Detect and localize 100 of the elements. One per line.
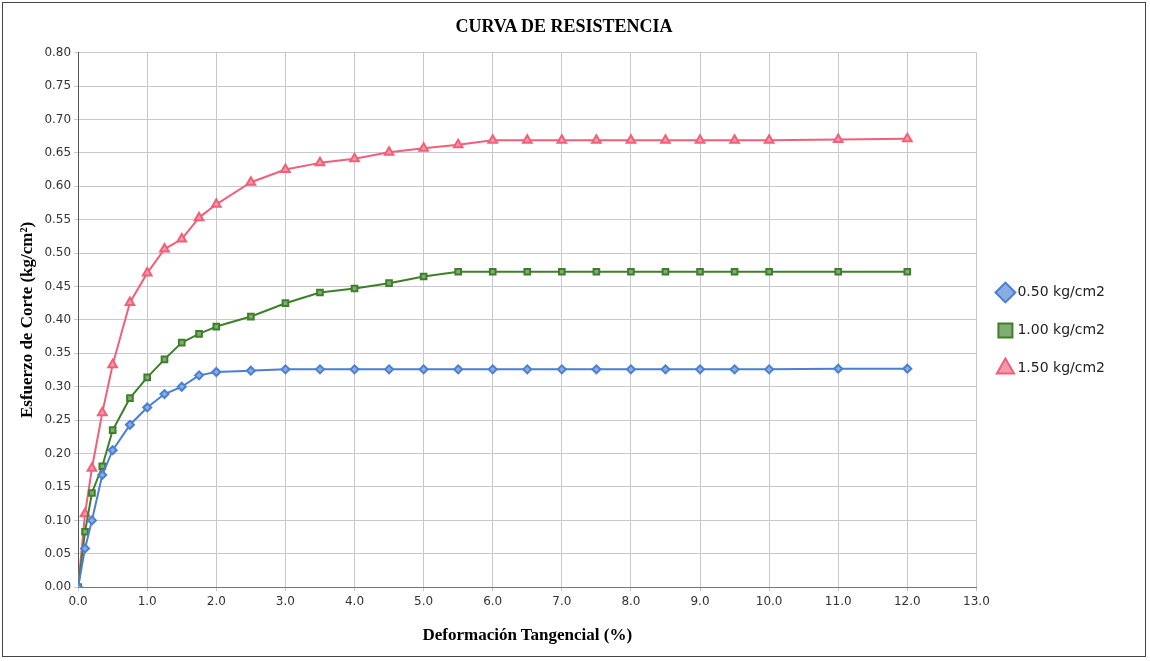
point — [385, 279, 393, 287]
point — [833, 363, 844, 374]
y-tick-label: 0.55 — [44, 211, 72, 226]
point — [124, 296, 136, 307]
x-tick-label: 3.0 — [275, 593, 295, 608]
point — [694, 134, 706, 144]
point — [160, 355, 169, 364]
legend-label: 0.50 kg/cm2 — [1017, 283, 1105, 300]
y-tick-label: 0.65 — [44, 144, 72, 159]
point — [81, 527, 89, 536]
x-tick-label: 8.0 — [621, 593, 641, 608]
point — [832, 133, 844, 143]
point — [86, 515, 97, 526]
y-tick-label: 0.10 — [44, 512, 72, 527]
point — [212, 322, 221, 331]
x-tick-label: 7.0 — [552, 593, 572, 608]
point — [280, 163, 291, 174]
x-tick-label: 6.0 — [483, 593, 503, 608]
x-tick-label: 13.0 — [963, 593, 990, 608]
point — [349, 152, 360, 163]
point — [86, 462, 98, 472]
point — [107, 358, 118, 369]
point — [901, 132, 913, 143]
point — [627, 267, 635, 276]
y-tick-label: 0.25 — [44, 412, 72, 427]
point — [729, 134, 740, 144]
point — [245, 176, 257, 186]
x-tick-label: 12.0 — [893, 593, 921, 608]
y-tick-label: 0.45 — [44, 278, 72, 293]
point — [88, 489, 96, 497]
point — [108, 426, 117, 434]
y-tick-label: 0.20 — [44, 445, 72, 460]
point — [107, 445, 118, 456]
point — [730, 267, 739, 276]
y-tick-label: 0.80 — [44, 44, 72, 59]
x-tick-label: 9.0 — [690, 593, 710, 608]
point — [454, 267, 462, 276]
point — [126, 394, 134, 402]
y-tick-label: 0.05 — [44, 545, 72, 560]
x-tick-label: 1.0 — [137, 593, 157, 608]
point — [903, 267, 912, 276]
point — [521, 134, 533, 144]
point — [245, 365, 256, 376]
y-tick-label: 0.70 — [44, 111, 72, 126]
x-tick-label: 2.0 — [206, 593, 226, 608]
point — [316, 288, 324, 297]
x-tick-label: 5.0 — [414, 593, 434, 608]
x-tick-label: 4.0 — [344, 593, 365, 608]
y-axis-title: Esfuerzo de Corte (kg/cm²) — [16, 221, 36, 419]
point — [143, 373, 152, 382]
y-tick-label: 0.75 — [44, 78, 72, 93]
point — [418, 364, 429, 375]
chart-title: CURVA DE RESISTENCIA — [455, 16, 673, 37]
point — [592, 267, 601, 276]
y-tick-label: 0.40 — [44, 312, 72, 327]
point — [194, 370, 205, 381]
legend-label: 1.00 kg/cm2 — [1017, 321, 1105, 338]
point — [142, 402, 153, 413]
point — [487, 364, 498, 375]
point — [314, 156, 326, 167]
x-tick-label: 10.0 — [755, 593, 783, 608]
point — [195, 330, 203, 338]
y-tick-label: 0.50 — [44, 245, 72, 260]
point — [98, 462, 107, 471]
point — [488, 267, 497, 276]
point — [765, 267, 773, 276]
point — [660, 134, 671, 144]
point — [661, 267, 670, 276]
point — [247, 312, 255, 321]
point — [902, 363, 913, 374]
y-tick-label: 0.30 — [44, 378, 72, 393]
point — [176, 233, 188, 243]
point — [557, 267, 566, 276]
point — [159, 243, 170, 253]
point — [556, 364, 567, 375]
point — [210, 198, 222, 208]
point — [124, 419, 135, 430]
point — [696, 267, 704, 276]
point — [729, 364, 740, 375]
point — [384, 364, 395, 375]
point — [80, 543, 91, 554]
point — [452, 138, 464, 149]
y-tick-label: 0.15 — [44, 479, 72, 494]
point — [556, 134, 568, 144]
x-axis-title: Deformación Tangencial (%) — [422, 625, 633, 645]
point — [281, 299, 290, 308]
point — [625, 134, 637, 144]
point — [591, 134, 602, 144]
legend-label: 1.50 kg/cm2 — [1017, 359, 1105, 376]
point — [660, 364, 671, 375]
point — [177, 338, 186, 347]
y-tick-label: 0.00 — [44, 579, 72, 594]
point — [141, 267, 153, 277]
point — [280, 364, 291, 375]
point — [383, 146, 395, 156]
point — [96, 406, 108, 417]
y-tick-label: 0.60 — [44, 178, 72, 193]
point — [349, 364, 360, 375]
point — [418, 142, 429, 152]
point — [625, 364, 636, 375]
